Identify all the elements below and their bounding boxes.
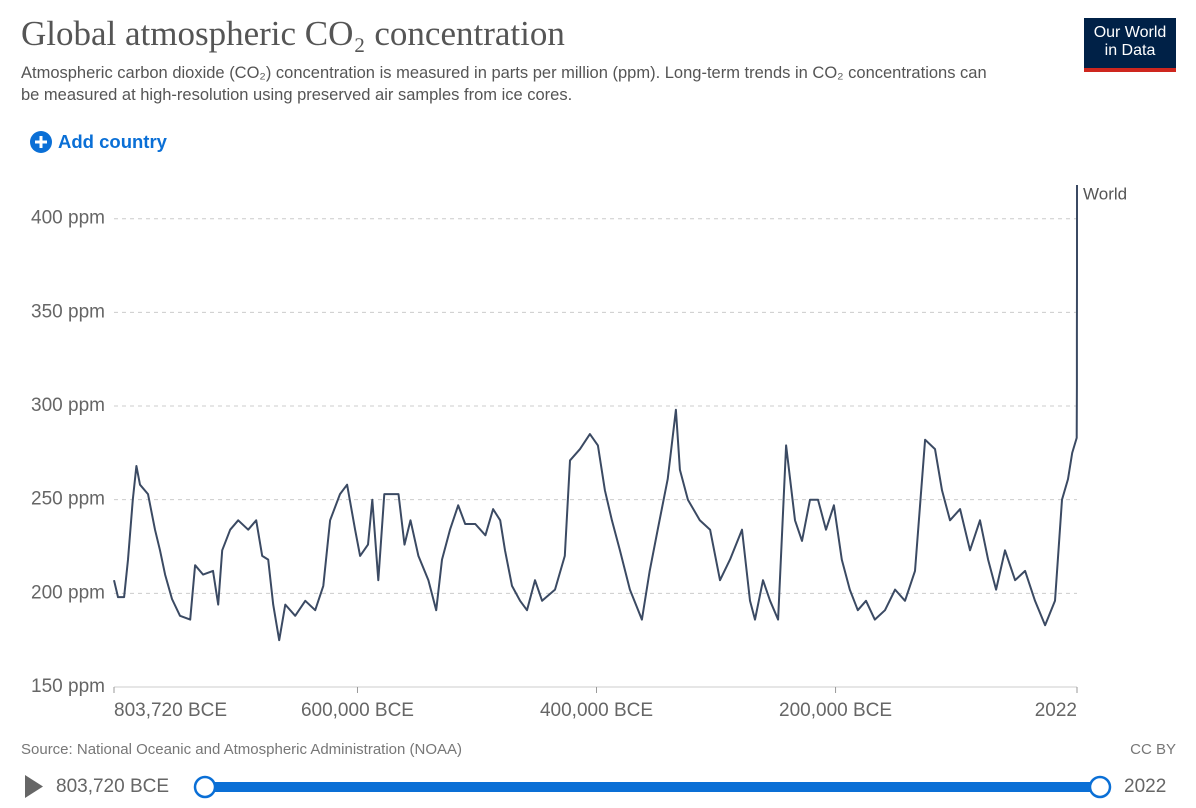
timeline-track[interactable] [205,782,1100,792]
logo-line: in Data [1104,42,1156,59]
play-button[interactable] [25,775,43,798]
chart-subtitle: Atmospheric carbon dioxide (CO₂) concent… [21,64,987,104]
timeline-handle[interactable] [1088,775,1112,799]
y-tick-label: 300 ppm [31,395,105,416]
y-tick-label: 200 ppm [31,582,105,603]
series-line [113,185,1078,642]
timeline-start: 803,720 BCE [56,776,169,797]
chart-title: Global atmospheric CO₂ concentration [21,14,565,53]
y-tick-label: 350 ppm [31,301,105,322]
x-tick-label: 400,000 BCE [540,700,653,721]
x-tick-label: 2022 [1035,700,1077,721]
add-country-button[interactable]: Add country [30,131,167,153]
timeline-handle[interactable] [193,775,217,799]
series-label: World [1083,184,1127,203]
x-tick-label: 803,720 BCE [114,700,227,721]
logo-line: Our World [1093,24,1167,41]
source: Source: National Oceanic and Atmospheric… [21,741,462,758]
y-tick-label: 400 ppm [31,208,105,229]
x-tick-label: 200,000 BCE [779,700,892,721]
logo[interactable]: Our World in Data [1084,18,1176,72]
plus-icon [30,131,52,153]
license: CC BY [1130,741,1176,758]
add-country-label: Add country [58,131,167,152]
x-tick-label: 600,000 BCE [301,700,414,721]
timeline-end: 2022 [1124,776,1166,797]
y-tick-label: 250 ppm [31,489,105,510]
y-tick-label: 150 ppm [31,676,105,697]
